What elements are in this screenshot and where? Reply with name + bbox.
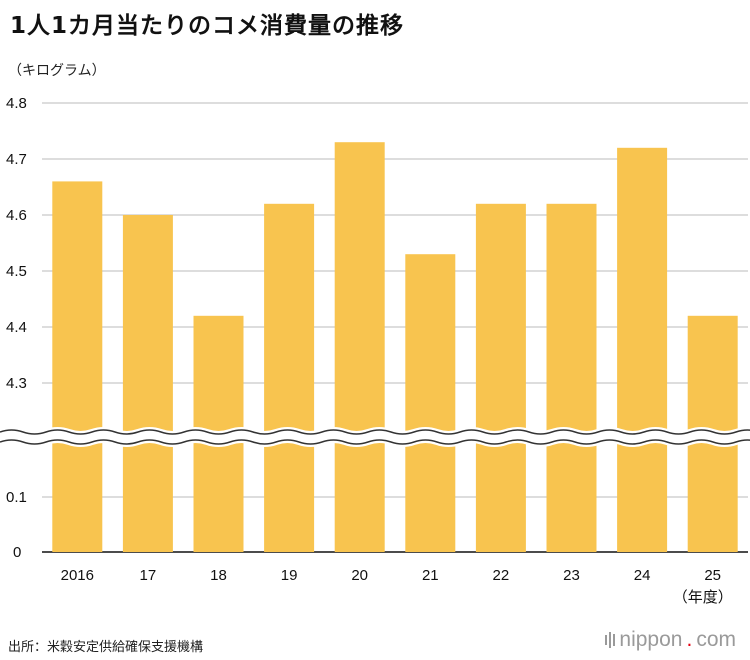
y-tick-label: 0.1 — [6, 489, 27, 506]
x-tick-label: 17 — [140, 567, 157, 584]
x-tick-label: 24 — [634, 567, 651, 584]
x-axis-unit-label: （年度） — [673, 589, 733, 606]
y-axis-unit-label: （キログラム） — [8, 63, 106, 79]
y-tick-label: 4.7 — [6, 151, 27, 168]
y-tick-label: 4.5 — [6, 263, 27, 280]
source-note: 出所：米穀安定供給確保支援機構 — [8, 640, 204, 655]
bar — [405, 254, 456, 552]
x-tick-label: 2016 — [61, 567, 94, 584]
bar-chart: 4.34.44.54.64.74.800.1 2016 17 18 19 20 21 22 2… — [0, 95, 750, 606]
axis-break-line — [0, 439, 750, 445]
bar — [475, 203, 526, 553]
y-tick-label: 0 — [13, 544, 21, 561]
bars — [52, 142, 738, 553]
bar — [264, 203, 315, 553]
bar — [334, 142, 385, 552]
x-tick-label: 19 — [281, 567, 298, 584]
axis-break — [0, 427, 750, 447]
axis-break-line — [0, 429, 750, 435]
y-tick-label: 4.8 — [6, 95, 27, 112]
brand-logo: nippon. com — [605, 628, 736, 652]
y-tick-labels: 4.3 4.4 4.5 4.6 4.7 4.8 0 0.1 — [6, 95, 27, 561]
x-tick-label: 18 — [210, 567, 227, 584]
x-tick-labels: 2016 17 18 19 20 21 22 23 24 25 （年度） — [61, 567, 733, 606]
brand-tld: com — [696, 628, 736, 651]
y-tick-label: 4.6 — [6, 207, 27, 224]
y-tick-label: 4.4 — [6, 319, 27, 336]
chart-title: 1人1カ月当たりのコメ消費量の推移 — [10, 13, 405, 39]
brand-name: nippon — [619, 628, 683, 651]
x-tick-label: 20 — [351, 567, 368, 584]
bar — [546, 203, 597, 553]
bar — [122, 215, 173, 552]
x-tick-label: 21 — [422, 567, 439, 584]
nippon-logo-icon — [605, 632, 616, 648]
x-tick-label: 23 — [563, 567, 580, 584]
bar — [617, 147, 668, 553]
x-tick-label: 25 — [704, 567, 721, 584]
x-tick-label: 22 — [493, 567, 510, 584]
brand-dot: . — [686, 628, 693, 651]
bar — [52, 181, 103, 552]
y-tick-label: 4.3 — [6, 375, 27, 392]
